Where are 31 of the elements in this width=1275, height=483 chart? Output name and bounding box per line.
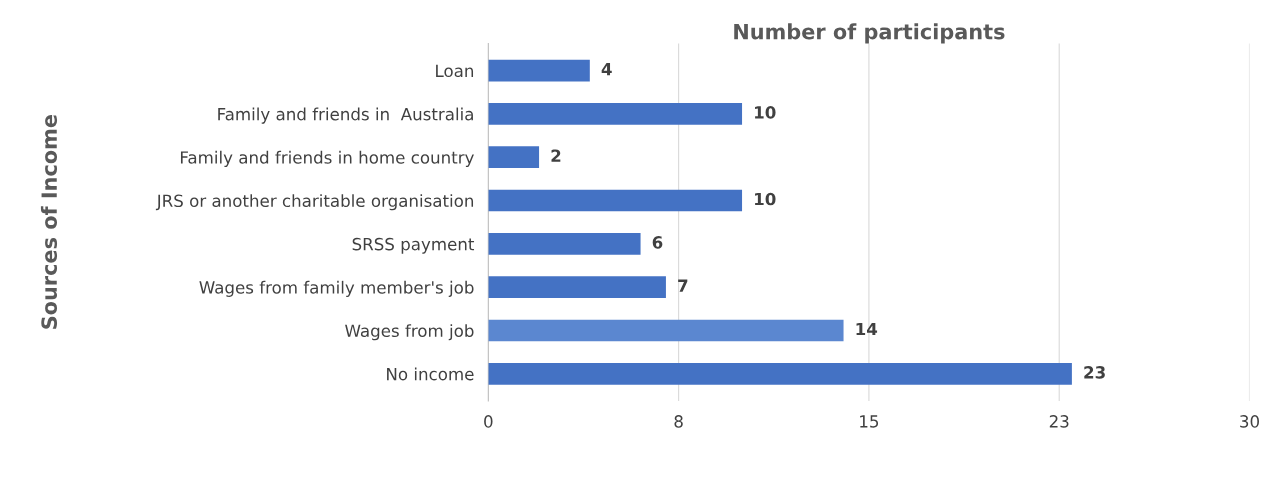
y-tick-label: Family and friends in Australia bbox=[218, 107, 473, 124]
x-tick-label: 23 bbox=[1049, 415, 1069, 428]
y-tick-label: Wages from family member's job bbox=[199, 280, 474, 297]
y-axis-title: Sources of Income bbox=[40, 115, 58, 329]
data-label: 10 bbox=[755, 192, 776, 206]
data-label: 4 bbox=[601, 63, 612, 76]
data-label: 7 bbox=[678, 279, 688, 292]
bar bbox=[488, 189, 743, 212]
x-tick-label: 30 bbox=[1240, 415, 1259, 428]
data-label: 6 bbox=[652, 236, 663, 249]
bar bbox=[488, 146, 540, 169]
data-label: 10 bbox=[755, 106, 776, 119]
bar bbox=[488, 103, 743, 125]
chart-title: Number of participants bbox=[734, 23, 1005, 44]
data-label: 14 bbox=[856, 322, 878, 336]
x-tick-label: 0 bbox=[484, 415, 493, 428]
x-tick-label: 8 bbox=[674, 415, 683, 428]
data-label: 2 bbox=[551, 149, 561, 162]
y-tick-label: SRSS payment bbox=[352, 237, 475, 254]
y-tick-label: Wages from job bbox=[345, 324, 474, 341]
bar bbox=[488, 233, 641, 255]
x-tick-label: 15 bbox=[860, 415, 879, 428]
bar bbox=[488, 276, 666, 298]
bar bbox=[488, 59, 590, 82]
data-label: 23 bbox=[1084, 366, 1105, 379]
bar bbox=[488, 319, 844, 342]
y-tick-label: No income bbox=[387, 367, 474, 381]
bar bbox=[488, 362, 1072, 385]
y-tick-label: Loan bbox=[436, 64, 474, 78]
y-tick-label: JRS or another charitable organisation bbox=[155, 194, 474, 211]
y-tick-label: Family and friends in home country bbox=[180, 150, 474, 167]
